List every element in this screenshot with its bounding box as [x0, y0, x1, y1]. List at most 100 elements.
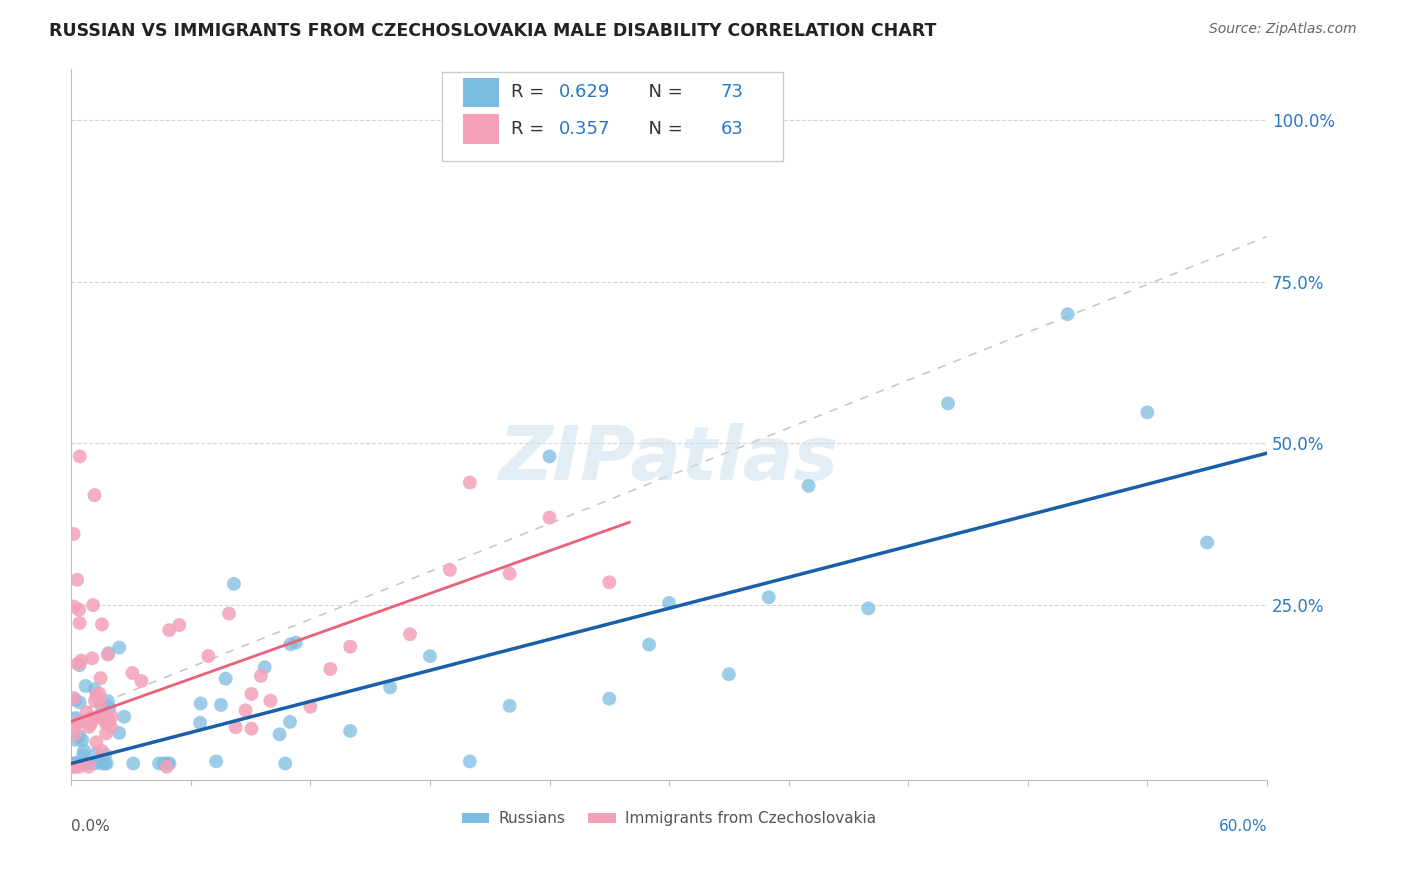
Point [97, 646, 120, 660]
Point [65, 756, 87, 771]
Point [578, 107, 600, 121]
Point [108, 726, 131, 740]
Point [758, 591, 780, 605]
Point [67, 756, 90, 771]
Point [63, 756, 86, 771]
Point [66, 756, 89, 771]
Point [65, 693, 87, 707]
Text: 0.357: 0.357 [560, 120, 610, 138]
Point [90, 696, 112, 710]
Point [197, 648, 219, 663]
Point [280, 637, 302, 651]
Point [73, 743, 96, 757]
Point [598, 575, 620, 590]
Point [188, 715, 211, 730]
Text: ZIPatlas: ZIPatlas [499, 423, 839, 496]
Point [121, 665, 143, 680]
Point [319, 662, 342, 676]
Point [378, 681, 401, 695]
Point [75, 679, 97, 693]
Point [84, 694, 107, 708]
Text: 0.629: 0.629 [560, 84, 610, 102]
Point [77, 720, 100, 734]
Point [96, 715, 118, 730]
Text: 73: 73 [720, 84, 744, 102]
Point [87, 709, 110, 723]
Point [498, 566, 520, 581]
Point [65, 727, 87, 741]
FancyBboxPatch shape [464, 78, 499, 107]
Point [153, 756, 176, 771]
Point [89, 687, 111, 701]
Point [97, 694, 120, 708]
Point [80, 717, 103, 731]
Point [82, 651, 104, 665]
Point [65, 711, 87, 725]
Point [79, 711, 101, 725]
Point [69, 658, 91, 673]
Point [90, 671, 112, 685]
Point [598, 691, 620, 706]
Point [94, 726, 117, 740]
Point [66, 573, 89, 587]
Point [67, 729, 90, 743]
Point [538, 510, 561, 524]
Point [67, 756, 90, 771]
Point [69, 714, 91, 729]
Point [112, 709, 135, 723]
Point [419, 649, 441, 664]
Text: R =: R = [512, 120, 550, 138]
Point [63, 756, 86, 771]
Point [240, 722, 263, 736]
Point [797, 479, 820, 493]
FancyBboxPatch shape [464, 114, 499, 145]
Point [94, 756, 117, 771]
Point [458, 755, 481, 769]
Point [66, 756, 89, 771]
Point [65, 760, 87, 774]
Point [84, 747, 107, 761]
FancyBboxPatch shape [441, 72, 783, 161]
Point [90, 698, 112, 713]
Point [90, 617, 112, 632]
Point [339, 723, 361, 738]
Point [225, 720, 247, 734]
Point [94, 715, 117, 730]
Point [97, 714, 120, 728]
Point [63, 760, 86, 774]
Point [156, 756, 179, 771]
Text: N =: N = [637, 120, 689, 138]
Point [250, 669, 273, 683]
Point [96, 756, 118, 771]
Point [274, 756, 297, 771]
Point [65, 756, 87, 771]
Point [498, 698, 520, 713]
Point [75, 756, 97, 771]
Point [84, 710, 107, 724]
Point [717, 667, 740, 681]
Point [205, 754, 228, 768]
Legend: Russians, Immigrants from Czechoslovakia: Russians, Immigrants from Czechoslovakia [456, 805, 883, 832]
Point [70, 733, 93, 747]
Point [82, 598, 104, 612]
Point [66, 657, 89, 671]
Point [100, 720, 122, 734]
Point [638, 638, 661, 652]
Point [72, 748, 94, 763]
Text: N =: N = [637, 84, 689, 102]
Point [190, 697, 212, 711]
Point [69, 760, 91, 774]
Point [91, 744, 114, 758]
Point [69, 615, 91, 630]
Point [66, 756, 89, 771]
Text: 0.0%: 0.0% [72, 819, 110, 834]
Point [658, 596, 681, 610]
Point [96, 711, 118, 725]
Point [159, 756, 181, 771]
Point [157, 623, 180, 637]
Point [218, 607, 240, 621]
Point [1197, 535, 1219, 549]
Point [76, 705, 98, 719]
Point [253, 660, 276, 674]
Point [1136, 405, 1159, 419]
